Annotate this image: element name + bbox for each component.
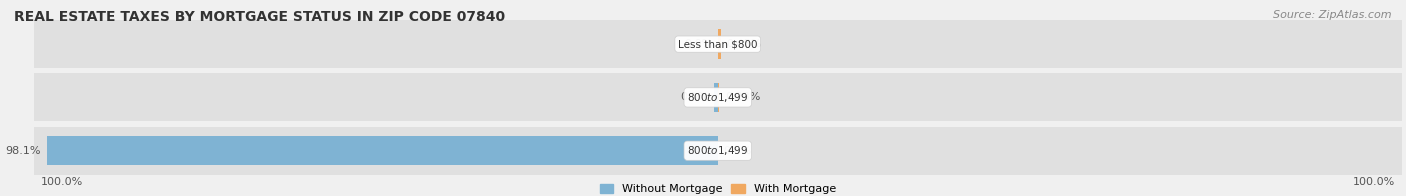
- Bar: [717, 29, 721, 59]
- Text: 100.0%: 100.0%: [1353, 177, 1395, 187]
- Text: Source: ZipAtlas.com: Source: ZipAtlas.com: [1274, 10, 1392, 20]
- Text: 0.0%: 0.0%: [685, 39, 713, 49]
- Legend: Without Mortgage, With Mortgage: Without Mortgage, With Mortgage: [600, 184, 835, 194]
- Bar: [714, 83, 717, 112]
- Text: $800 to $1,499: $800 to $1,499: [688, 144, 748, 157]
- Bar: [46, 136, 717, 165]
- Text: 100.0%: 100.0%: [41, 177, 83, 187]
- Bar: [717, 83, 720, 112]
- Text: REAL ESTATE TAXES BY MORTGAGE STATUS IN ZIP CODE 07840: REAL ESTATE TAXES BY MORTGAGE STATUS IN …: [14, 10, 505, 24]
- Text: 0.5%: 0.5%: [681, 92, 709, 102]
- Bar: [34, 74, 1402, 121]
- Bar: [34, 127, 1402, 175]
- Text: 0.45%: 0.45%: [727, 39, 762, 49]
- Text: 0.23%: 0.23%: [725, 92, 761, 102]
- Text: 98.1%: 98.1%: [6, 146, 41, 156]
- Text: $800 to $1,499: $800 to $1,499: [688, 91, 748, 104]
- Bar: [34, 20, 1402, 68]
- Text: 0.0%: 0.0%: [723, 146, 751, 156]
- Text: Less than $800: Less than $800: [678, 39, 758, 49]
